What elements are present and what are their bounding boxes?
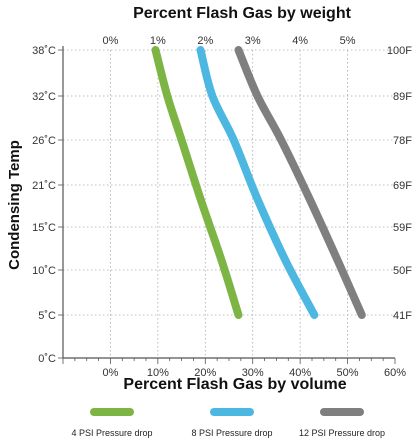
series-line-1	[151, 46, 243, 319]
y-left-tick-label: 32˚C	[32, 91, 56, 103]
y-right-tick-label: 41F	[393, 310, 412, 322]
y-left-tick-label: 26˚C	[32, 135, 56, 147]
legend-label-1: 4 PSI Pressure drop	[71, 428, 152, 438]
tick-labels: 0% 10% 20% 30% 40% 50% 60% 0% 1% 2% 3% 4% 5% 0˚C 5˚C 10…	[32, 35, 412, 379]
x-bottom-tick-label: 30%	[242, 367, 264, 379]
y-right-tick-label: 100F	[387, 45, 412, 57]
y-right-tick-label: 50F	[393, 265, 412, 277]
chart-title: Percent Flash Gas by weight	[133, 5, 352, 22]
x-bottom-tick-label: 50%	[337, 367, 359, 379]
legend-label-3: 12 PSI Pressure drop	[299, 428, 385, 438]
y-left-tick-label: 10˚C	[32, 265, 56, 277]
y-left-tick-label: 15˚C	[32, 222, 56, 234]
x-top-tick-label: 2%	[197, 35, 213, 47]
x-top-tick-label: 4%	[292, 35, 308, 47]
x-bottom-tick-label: 10%	[147, 367, 169, 379]
x-axis-title: Percent Flash Gas by volume	[123, 376, 346, 393]
legend: 4 PSI Pressure drop 8 PSI Pressure drop 12…	[71, 408, 385, 438]
axes	[58, 46, 396, 364]
x-bottom-tick-label: 0%	[102, 367, 118, 379]
x-bottom-tick-label: 40%	[289, 367, 311, 379]
x-top-tick-label: 5%	[340, 35, 356, 47]
x-top-tick-label: 0%	[102, 35, 118, 47]
y-right-tick-label: 78F	[393, 135, 412, 147]
y-right-tick-label: 69F	[393, 180, 412, 192]
x-top-tick-label: 3%	[245, 35, 261, 47]
y-left-tick-label: 21˚C	[32, 180, 56, 192]
series-line-2	[196, 46, 319, 319]
y-axis-title: Condensing Temp	[6, 140, 23, 270]
series-line-3	[234, 46, 366, 319]
y-right-tick-label: 59F	[393, 222, 412, 234]
x-bottom-tick-label: 20%	[194, 367, 216, 379]
grid	[63, 49, 395, 358]
y-left-tick-label: 0˚C	[38, 353, 56, 365]
y-left-tick-label: 5˚C	[38, 310, 56, 322]
x-top-tick-label: 1%	[150, 35, 166, 47]
legend-label-2: 8 PSI Pressure drop	[191, 428, 272, 438]
x-bottom-tick-label: 60%	[384, 367, 406, 379]
series-lines	[151, 46, 366, 319]
y-left-tick-label: 38˚C	[32, 45, 56, 57]
y-right-tick-label: 89F	[393, 91, 412, 103]
